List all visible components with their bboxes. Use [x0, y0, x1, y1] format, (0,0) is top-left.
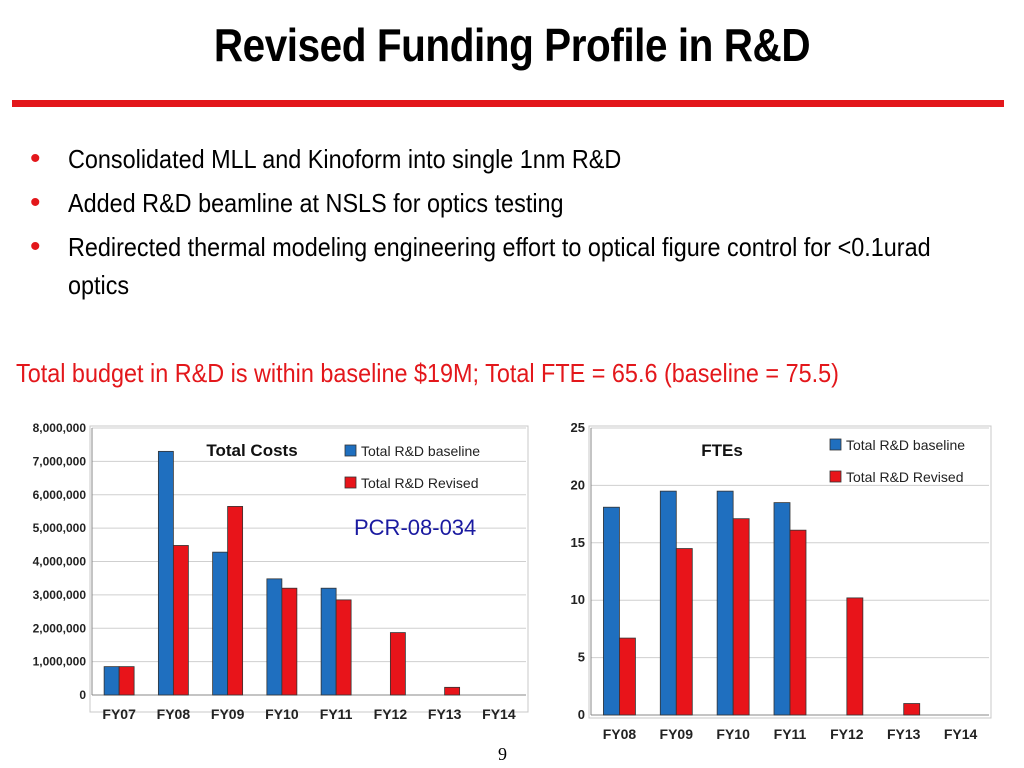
- x-tick-label: FY11: [774, 726, 807, 742]
- x-tick-label: FY14: [482, 706, 516, 722]
- y-tick-label: 4,000,000: [33, 555, 87, 569]
- x-tick-label: FY08: [603, 726, 637, 742]
- legend-swatch: [829, 470, 842, 483]
- x-tick-label: FY10: [265, 706, 299, 722]
- ftes-chart: 0 5 10 15 20 25 FY08 FY09 FY10 FY11 FY12 FY13 FY14 FT…: [571, 420, 992, 742]
- bar: [603, 506, 620, 716]
- bar: [335, 599, 352, 696]
- x-tick-label: FY09: [211, 706, 245, 722]
- bar: [389, 632, 406, 696]
- y-tick-label: 0: [79, 688, 86, 702]
- x-tick-label: FY12: [830, 726, 864, 742]
- chart-title: FTEs: [701, 441, 743, 460]
- y-tick-label: 15: [571, 535, 585, 550]
- budget-note: Total budget in R&D is within baseline $…: [16, 358, 839, 388]
- bullet-item: • Redirected thermal modeling engineering…: [30, 228, 1024, 304]
- page-number: 9: [498, 744, 507, 764]
- bullet-text: Consolidated MLL and Kinoform into singl…: [68, 144, 622, 174]
- bar: [732, 518, 750, 716]
- bullet-text: Redirected thermal modeling engineering …: [68, 232, 931, 300]
- y-tick-label: 20: [571, 477, 585, 492]
- bar: [773, 502, 791, 716]
- bullet-text: Added R&D beamline at NSLS for optics te…: [68, 188, 564, 218]
- chart-title: Total Costs: [206, 441, 297, 460]
- slide-title: Revised Funding Profile in R&D: [213, 19, 811, 71]
- bar: [118, 666, 135, 696]
- y-tick-label: 25: [571, 420, 585, 435]
- y-tick-label: 2,000,000: [33, 621, 87, 635]
- bar: [227, 506, 244, 696]
- bar: [320, 587, 337, 696]
- bar: [212, 551, 229, 696]
- y-tick-label: 5: [578, 650, 585, 665]
- bar: [266, 578, 283, 696]
- bar: [903, 703, 921, 716]
- bar: [659, 490, 677, 716]
- x-tick-label: FY09: [660, 726, 694, 742]
- bar: [675, 548, 693, 716]
- y-tick-label: 10: [571, 592, 585, 607]
- x-tick-label: FY08: [157, 706, 191, 722]
- y-tick-label: 0: [578, 707, 585, 722]
- bar: [846, 597, 864, 716]
- legend-label: Total R&D Revised: [846, 469, 964, 485]
- bullet-dot-icon: •: [30, 186, 41, 219]
- x-tick-label: FY10: [716, 726, 750, 742]
- bar: [789, 529, 807, 716]
- x-tick-label: FY12: [374, 706, 408, 722]
- bullet-item: • Added R&D beamline at NSLS for optics t…: [30, 184, 1005, 222]
- y-tick-label: 7,000,000: [33, 454, 87, 468]
- legend-label: Total R&D baseline: [361, 443, 480, 459]
- bullet-list: • Consolidated MLL and Kinoform into sing…: [30, 140, 1005, 310]
- x-tick-label: FY14: [944, 726, 978, 742]
- y-tick-label: 3,000,000: [33, 588, 87, 602]
- bullet-item: • Consolidated MLL and Kinoform into sing…: [30, 140, 1005, 178]
- chart-frame: [89, 425, 529, 713]
- bar: [281, 587, 298, 696]
- y-tick-label: 5,000,000: [33, 521, 87, 535]
- pcr-label: PCR-08-034: [354, 515, 477, 540]
- legend-swatch: [344, 476, 357, 489]
- x-tick-label: FY11: [320, 706, 353, 722]
- legend-label: Total R&D baseline: [846, 437, 965, 453]
- bar: [172, 545, 189, 696]
- bar: [716, 490, 734, 716]
- x-tick-label: FY07: [102, 706, 136, 722]
- legend-swatch: [829, 438, 842, 451]
- legend-swatch: [344, 444, 357, 457]
- y-tick-label: 8,000,000: [33, 421, 87, 435]
- y-tick-label: 6,000,000: [33, 488, 87, 502]
- title-divider: [12, 100, 1004, 107]
- bar: [157, 450, 174, 696]
- x-tick-label: FY13: [428, 706, 462, 722]
- bullet-dot-icon: •: [30, 230, 41, 263]
- x-tick-label: FY13: [887, 726, 921, 742]
- bar: [444, 686, 461, 696]
- bar: [619, 637, 636, 716]
- legend-label: Total R&D Revised: [361, 475, 479, 491]
- bullet-dot-icon: •: [30, 142, 41, 175]
- y-tick-label: 1,000,000: [33, 655, 87, 669]
- bar: [103, 666, 120, 696]
- total-costs-chart: 0 1,000,000 2,000,000 3,000,000 4,000,000 5,0…: [33, 421, 529, 722]
